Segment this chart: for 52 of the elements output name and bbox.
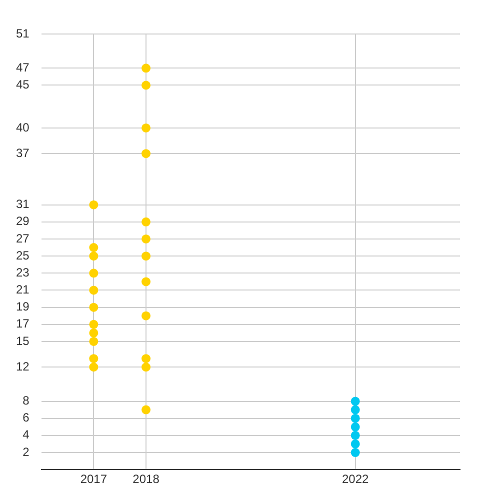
y-tick-label: 8 xyxy=(22,394,30,408)
y-tick-label: 51 xyxy=(16,26,30,40)
x-tick-label: 2017 xyxy=(80,472,108,486)
y-tick-label: 23 xyxy=(16,265,30,280)
point xyxy=(89,243,98,252)
y-tick-label: 37 xyxy=(16,146,30,160)
y-tick-label: 40 xyxy=(16,120,30,134)
point xyxy=(142,234,151,244)
y-tick-label: 15 xyxy=(16,334,30,348)
y-tick-label: 45 xyxy=(16,78,30,92)
y-tick-label: 12 xyxy=(16,359,30,374)
point xyxy=(142,64,151,73)
y-tick-label: 47 xyxy=(16,60,30,74)
y-tick-label: 4 xyxy=(22,428,30,442)
y-tick-label: 17 xyxy=(16,316,30,331)
y-tick-label: 29 xyxy=(16,214,30,228)
y-tick-label: 27 xyxy=(16,231,30,246)
point xyxy=(142,362,151,372)
point xyxy=(142,149,151,158)
point xyxy=(142,354,151,364)
point xyxy=(350,405,360,414)
point xyxy=(142,252,151,261)
point xyxy=(142,217,151,226)
point xyxy=(89,328,98,338)
point xyxy=(142,277,151,286)
point xyxy=(350,422,360,432)
y-tick-label: 19 xyxy=(16,300,30,314)
y-tick-label: 6 xyxy=(22,410,30,425)
point xyxy=(350,439,360,448)
point xyxy=(89,336,98,346)
y-tick-label: 25 xyxy=(16,248,30,262)
point xyxy=(89,302,98,312)
point xyxy=(89,200,98,210)
point xyxy=(142,80,151,90)
point xyxy=(89,286,98,295)
point xyxy=(350,430,360,440)
x-tick-label: 2022 xyxy=(342,472,370,486)
y-tick-label: 2 xyxy=(22,444,30,459)
point xyxy=(350,396,360,406)
point xyxy=(350,448,360,458)
y-tick-label: 31 xyxy=(16,197,30,212)
x-tick-label: 2018 xyxy=(132,472,160,486)
point xyxy=(142,123,151,132)
point xyxy=(89,362,98,372)
y-tick-label: 21 xyxy=(16,282,30,297)
point xyxy=(142,311,151,320)
point xyxy=(89,320,98,329)
point xyxy=(89,354,98,364)
point xyxy=(350,414,360,423)
point xyxy=(89,268,98,278)
point xyxy=(142,405,151,414)
point xyxy=(89,252,98,261)
